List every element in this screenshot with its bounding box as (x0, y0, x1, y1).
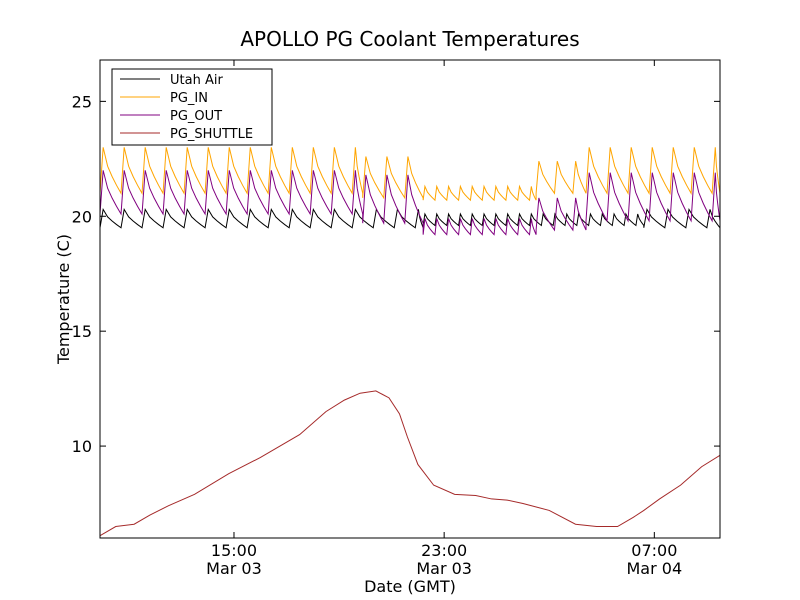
y-tick-label: 20 (72, 207, 92, 226)
series-line-pg-out (100, 170, 720, 236)
series-line-pg-in (100, 147, 720, 202)
x-tick-label-time: 23:00 (421, 541, 467, 560)
x-tick-label-date: Mar 04 (627, 559, 683, 578)
legend-label: PG_SHUTTLE (170, 127, 253, 142)
y-tick-label: 15 (72, 322, 92, 341)
plot-frame (99, 59, 721, 539)
legend-label: Utah Air (170, 73, 223, 88)
legend-label: PG_IN (170, 91, 208, 106)
legend-box (111, 68, 273, 146)
x-axis-label: Date (GMT) (364, 577, 456, 596)
x-tick-label-date: Mar 03 (206, 559, 262, 578)
y-tick-label: 25 (72, 92, 92, 111)
series-line-pg-shuttle (100, 390, 720, 537)
chart-title: APOLLO PG Coolant Temperatures (240, 27, 579, 51)
legend: Utah Air PG_IN PG_OUT PG_SHUTTLE (111, 68, 273, 146)
series-layer (100, 147, 720, 537)
x-tick-label-time: 07:00 (631, 541, 677, 560)
x-tick-label-time: 15:00 (211, 541, 257, 560)
y-axis-label: Temperature (C) (54, 234, 73, 365)
series-line-utah-air (100, 207, 720, 229)
y-tick-label: 10 (72, 437, 92, 456)
legend-label: PG_OUT (170, 109, 222, 124)
x-tick-label-date: Mar 03 (416, 559, 472, 578)
plot-area (99, 59, 721, 539)
